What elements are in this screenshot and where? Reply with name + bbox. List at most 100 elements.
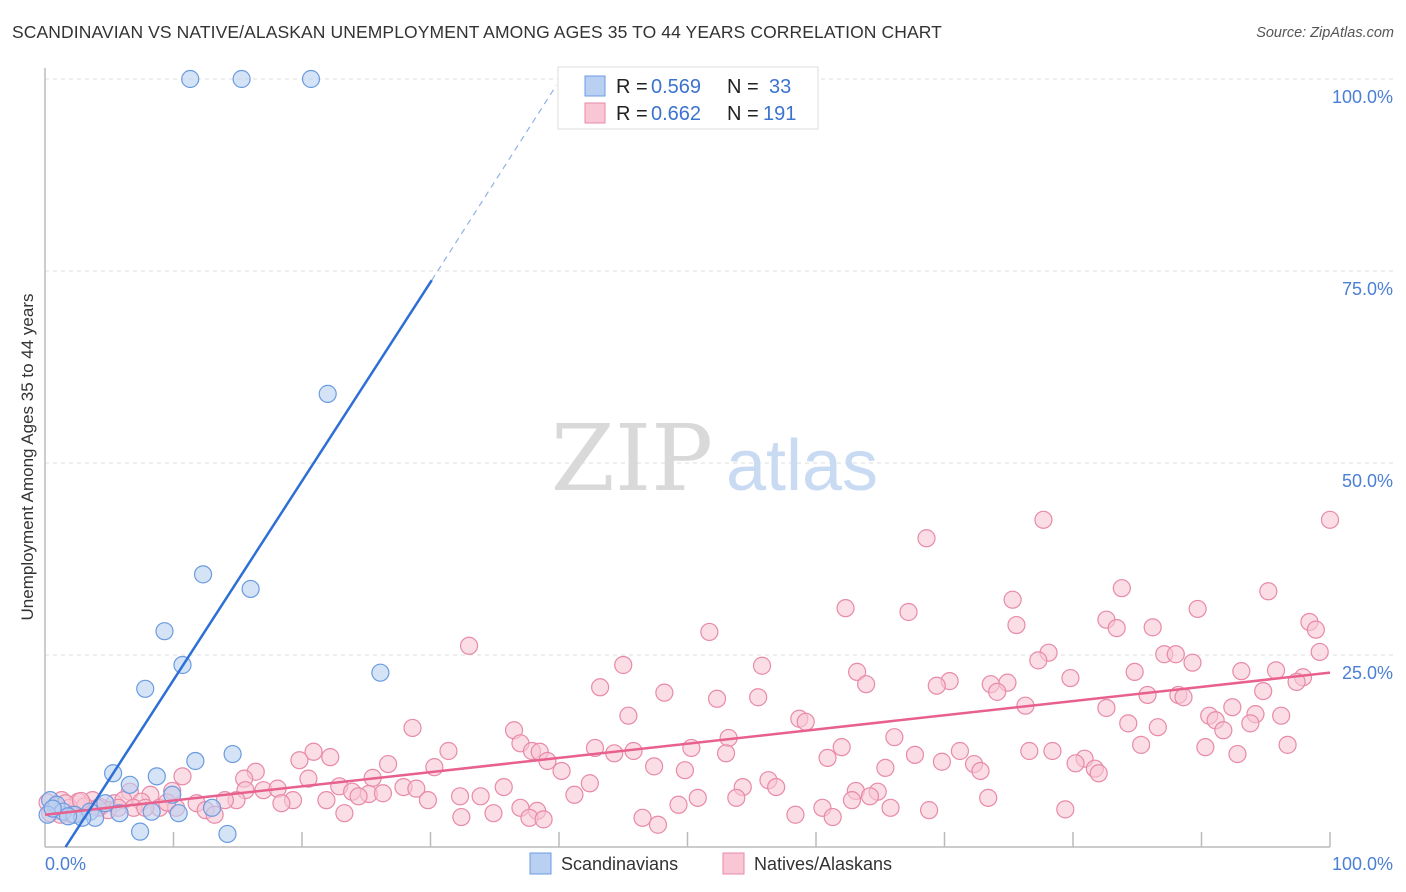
bottom-legend-swatch-natives xyxy=(722,852,745,875)
legend-n-value: 191 xyxy=(763,103,796,125)
legend-r-value: 0.569 xyxy=(651,76,701,98)
native-point xyxy=(317,791,336,810)
watermark: ZIP atlas xyxy=(551,405,878,512)
scandinavian-point xyxy=(241,579,260,599)
scandinavian-point xyxy=(218,824,237,844)
native-point xyxy=(675,761,695,780)
native-point xyxy=(633,808,652,827)
native-point xyxy=(1306,620,1325,639)
native-point xyxy=(823,807,842,827)
legend-n-label: N = xyxy=(727,103,759,125)
native-point xyxy=(299,769,318,788)
bottom-legend-natives: Natives/Alaskans xyxy=(754,854,892,874)
scandinavian-point xyxy=(181,69,200,89)
native-point xyxy=(439,741,458,761)
native-point xyxy=(403,718,422,738)
native-point xyxy=(899,602,918,622)
native-point xyxy=(1107,619,1126,638)
native-point xyxy=(988,682,1007,701)
native-point xyxy=(1112,579,1131,598)
native-point xyxy=(1320,510,1340,529)
native-point xyxy=(1138,685,1157,705)
bottom-legend-swatch-scandinavians xyxy=(529,852,552,875)
native-point xyxy=(796,712,815,731)
y-tick-labels: 25.0% 50.0% 75.0% 100.0% xyxy=(1332,87,1393,683)
native-point xyxy=(818,748,837,768)
native-point xyxy=(304,742,323,761)
scandinavian-points xyxy=(38,69,390,844)
scandinavian-point xyxy=(186,751,205,771)
watermark-atlas: atlas xyxy=(726,426,878,506)
native-point xyxy=(971,761,990,781)
native-point xyxy=(418,791,438,810)
native-point xyxy=(905,745,925,764)
y-tick-label: 75.0% xyxy=(1342,279,1393,299)
native-point xyxy=(565,785,584,804)
scandinavian-point xyxy=(223,744,242,764)
scandinavian-point xyxy=(120,775,139,794)
native-point xyxy=(688,788,707,807)
native-point xyxy=(272,794,291,813)
scandinavian-trend-line xyxy=(64,279,433,848)
native-point xyxy=(1097,698,1116,718)
legend-swatch-scandinavians xyxy=(584,75,606,97)
y-tick-label: 50.0% xyxy=(1342,471,1393,491)
native-point xyxy=(700,622,719,642)
native-point xyxy=(591,678,610,697)
native-point xyxy=(832,738,851,757)
legend-n-value: 33 xyxy=(769,76,791,98)
native-point xyxy=(349,787,368,806)
watermark-zip: ZIP xyxy=(551,405,713,512)
native-point xyxy=(1148,718,1167,737)
scandinavian-point xyxy=(155,622,174,641)
native-point xyxy=(749,688,768,707)
native-point xyxy=(1196,738,1215,757)
native-point xyxy=(927,676,946,695)
native-point xyxy=(917,529,936,548)
scandinavian-point xyxy=(136,679,155,698)
legend-swatch-natives xyxy=(584,102,606,124)
native-point xyxy=(655,683,674,702)
scandinavian-point xyxy=(147,767,166,786)
native-point xyxy=(950,741,970,761)
native-point xyxy=(335,804,354,823)
source-label: Source: ZipAtlas.com xyxy=(1256,25,1394,41)
native-point xyxy=(321,748,340,767)
native-point xyxy=(378,754,398,774)
native-point xyxy=(1132,735,1151,754)
gridlines xyxy=(45,78,1393,656)
native-point xyxy=(885,728,904,747)
legend-r-value: 0.662 xyxy=(651,103,701,125)
native-point xyxy=(1254,681,1273,701)
native-point xyxy=(1183,653,1202,672)
native-point xyxy=(932,752,952,771)
scandinavian-point xyxy=(193,565,213,584)
native-point xyxy=(1310,642,1329,662)
native-point xyxy=(1125,662,1144,681)
native-point xyxy=(373,784,393,803)
native-point xyxy=(1174,688,1193,707)
legend-r-label: R = xyxy=(616,76,648,98)
native-point xyxy=(619,706,638,725)
native-point xyxy=(979,788,998,807)
native-point xyxy=(1272,706,1291,725)
native-point xyxy=(707,689,727,708)
y-tick-label: 100.0% xyxy=(1332,87,1393,107)
native-point xyxy=(1119,714,1138,733)
native-point xyxy=(669,795,688,814)
native-point xyxy=(534,810,553,829)
bottom-legend-scandinavians: Scandinavians xyxy=(561,854,678,874)
scandinavian-point xyxy=(318,384,337,403)
native-point xyxy=(767,777,786,797)
native-point xyxy=(644,757,664,776)
scandinavian-point xyxy=(130,822,150,841)
native-point xyxy=(585,738,605,758)
native-point xyxy=(580,774,599,793)
native-point xyxy=(484,804,503,823)
native-point xyxy=(1232,662,1251,681)
native-point xyxy=(876,758,895,777)
natives-points xyxy=(38,510,1340,834)
native-point xyxy=(290,751,309,770)
native-point xyxy=(1143,618,1162,637)
